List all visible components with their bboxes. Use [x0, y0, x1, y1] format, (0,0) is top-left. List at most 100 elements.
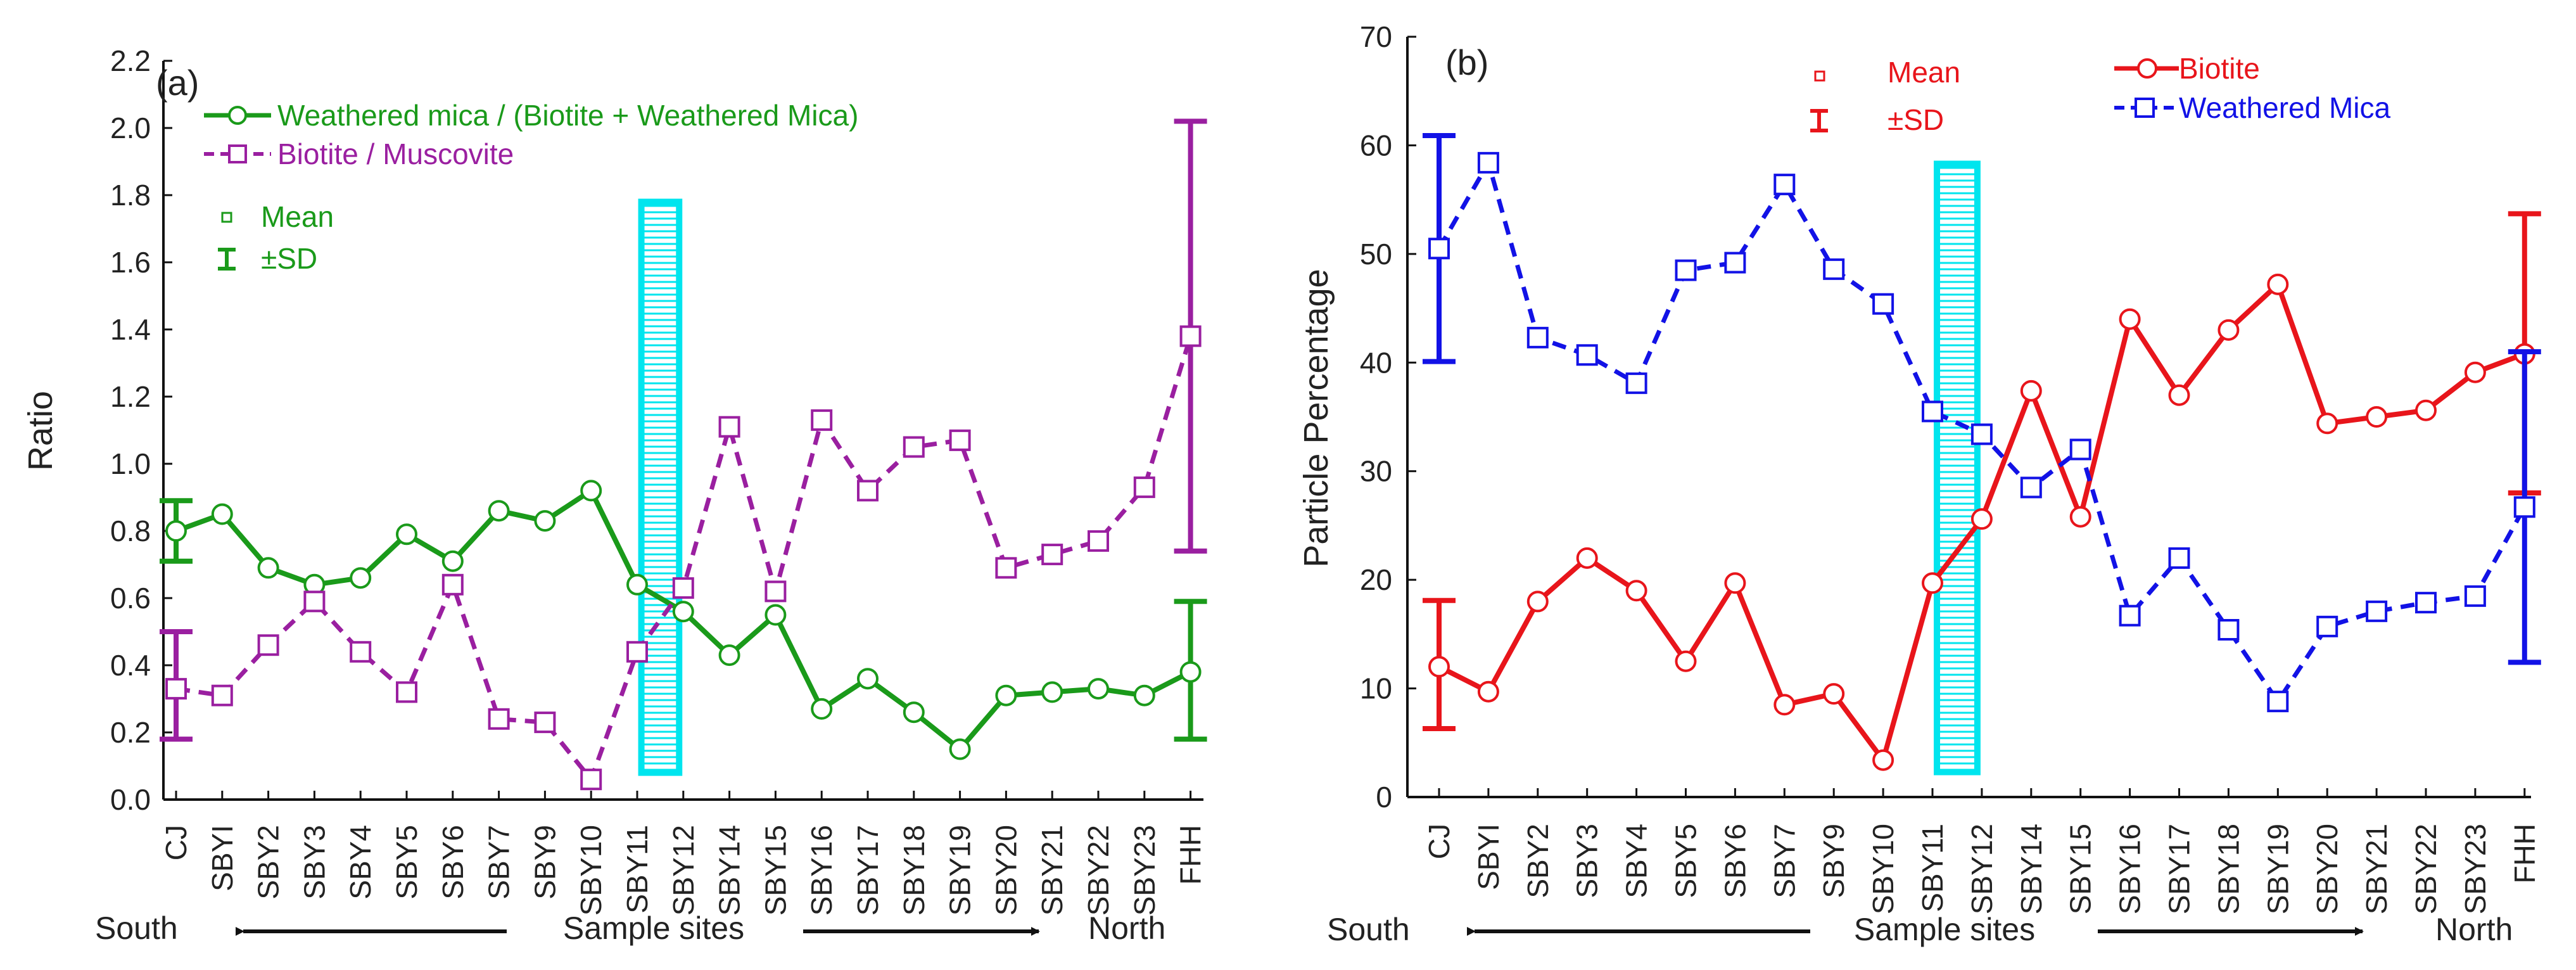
y-tick-label: 50 — [1360, 238, 1392, 271]
data-point — [2218, 619, 2240, 641]
data-point — [1970, 423, 1993, 445]
data-point — [257, 634, 279, 656]
y-axis-label: Ratio — [22, 391, 60, 471]
x-tick-label: SBY23 — [2459, 824, 2492, 914]
legend: Mean ±SD Biotite Weathered Mica — [1810, 52, 2391, 136]
data-point — [1773, 174, 1796, 196]
y-tick-label: 10 — [1360, 672, 1392, 705]
y-tick-label: 40 — [1360, 346, 1392, 379]
data-point — [211, 684, 233, 706]
data-point — [1625, 580, 1647, 602]
x-tick-label: SBY15 — [2064, 824, 2097, 914]
x-tick-label: SBY6 — [1718, 824, 1751, 898]
data-point — [765, 580, 787, 603]
y-tick-label: 2.0 — [110, 112, 151, 144]
x-tick-label: SBY19 — [2261, 824, 2294, 914]
y-tick-label: 0.2 — [110, 716, 151, 749]
data-point — [211, 503, 233, 525]
x-tick-label: SBYI — [1472, 824, 1505, 890]
data-point — [626, 641, 648, 663]
data-point — [1477, 680, 1499, 703]
legend-mean: Mean — [261, 200, 334, 233]
legend-circle-marker — [228, 106, 247, 125]
data-point — [1872, 749, 1894, 771]
y-tick-label: 1.6 — [110, 246, 151, 279]
y-tick-label: 0.8 — [110, 514, 151, 547]
data-point — [949, 738, 971, 760]
data-point — [1428, 238, 1450, 260]
data-point — [580, 480, 602, 502]
data-point — [1675, 259, 1697, 281]
data-point — [1675, 650, 1697, 672]
x-tick-label: SBY23 — [1128, 825, 1161, 916]
legend-weathered-ratio: Weathered mica / (Biotite + Weathered Mi… — [277, 99, 858, 132]
data-point — [2464, 361, 2486, 383]
data-point — [1724, 252, 1746, 274]
data-point — [2316, 615, 2338, 637]
chart-panel-b: 0 10 20 30 40 50 60 70 CJ SBYI SBY2 SBY3 SBY4 SBY5 SB… — [1297, 20, 2541, 947]
x-tick-label: SBY15 — [759, 825, 792, 916]
data-point — [1041, 544, 1063, 566]
data-point — [1133, 684, 1155, 706]
data-point — [1970, 508, 1993, 530]
data-point — [2267, 691, 2289, 713]
chart-panel-a: 0.0 0.2 0.4 0.6 0.8 1.0 1.2 1.4 1.6 1.8 2.0 2.2 CJ S… — [22, 44, 1207, 946]
data-point — [1724, 572, 1746, 594]
data-point — [165, 678, 187, 700]
data-point — [949, 429, 971, 451]
data-point — [441, 573, 464, 596]
data-point — [1625, 372, 1647, 394]
data-point — [2119, 308, 2141, 330]
x-tick-label: SBY12 — [1965, 824, 1998, 914]
x-tick-label: SBY14 — [713, 825, 746, 916]
y-tick-label: 30 — [1360, 455, 1392, 488]
data-point — [811, 409, 833, 431]
y-tick-label: 70 — [1360, 20, 1392, 53]
x-tick-label: SBY7 — [483, 825, 516, 900]
data-point — [534, 510, 556, 532]
direction-south: South — [95, 910, 178, 946]
legend-mean-marker — [1814, 70, 1825, 82]
x-tick-label: SBY19 — [944, 825, 977, 916]
data-point — [903, 701, 925, 724]
x-tick-label: SBY7 — [1768, 824, 1801, 898]
x-tick-label: FHH — [2508, 824, 2541, 884]
x-tick-label: SBY12 — [667, 825, 700, 916]
data-point — [1872, 293, 1894, 315]
x-tick-label: SBY3 — [298, 825, 331, 900]
data-point — [1041, 681, 1063, 703]
data-point — [1526, 590, 1549, 613]
direction-south: South — [1327, 912, 1410, 947]
legend-square-marker — [228, 144, 247, 163]
data-point — [672, 577, 694, 599]
x-tick-label: SBY21 — [1036, 825, 1069, 916]
y-tick-label: 0.0 — [110, 783, 151, 816]
x-tick-label: SBY9 — [528, 825, 561, 900]
data-point — [165, 520, 187, 542]
x-tick-label: SBY16 — [2114, 824, 2147, 914]
data-point — [2020, 476, 2042, 499]
legend-sd: ±SD — [261, 242, 317, 275]
data-point — [1088, 678, 1109, 700]
data-point — [672, 601, 694, 623]
x-tick-label: SBY5 — [1670, 824, 1703, 898]
y-tick-label: 1.8 — [110, 179, 151, 212]
direction-north: North — [2435, 912, 2513, 947]
x-tick-label: SBY20 — [989, 825, 1022, 916]
x-tick-label: SBY10 — [1867, 824, 1900, 914]
data-point — [857, 668, 879, 690]
direction-center: Sample sites — [563, 910, 744, 946]
legend-mean: Mean — [1888, 56, 1960, 89]
data-point — [2168, 547, 2190, 569]
direction-row: South Sample sites North — [1327, 912, 2513, 947]
direction-north: North — [1088, 910, 1165, 946]
data-point — [1576, 344, 1598, 366]
data-point — [811, 698, 833, 720]
x-tick-label: SBY22 — [1082, 825, 1115, 916]
data-point — [1922, 572, 1943, 594]
legend-biotite-muscovite: Biotite / Muscovite — [277, 137, 514, 170]
y-tick-label: 0 — [1376, 781, 1392, 814]
data-point — [1477, 151, 1499, 174]
data-point — [2316, 412, 2338, 435]
data-point — [718, 416, 740, 438]
